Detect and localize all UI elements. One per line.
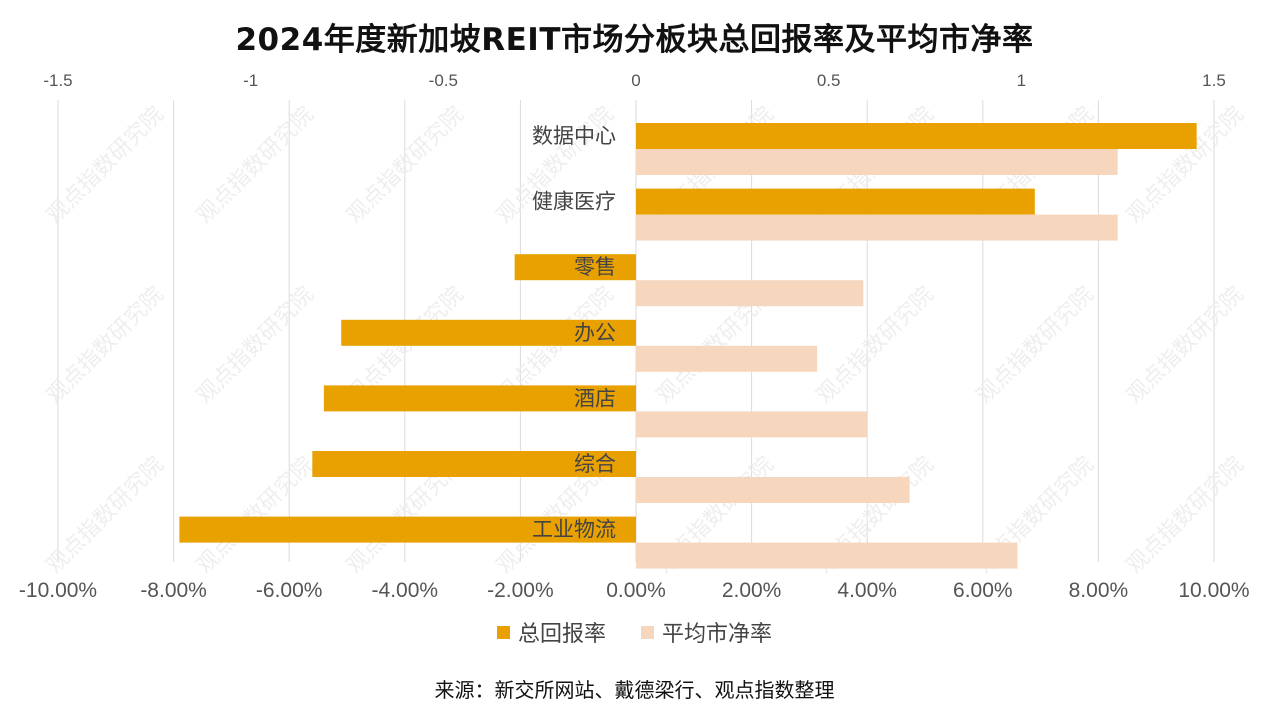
- legend-label-total-return: 总回报率: [517, 622, 606, 647]
- bottom-axis-tick-label: 4.00%: [837, 579, 897, 602]
- top-axis-tick-label: -1: [243, 71, 258, 90]
- bottom-axis-tick-label: -2.00%: [487, 579, 554, 602]
- watermark-text: 观点指数研究院: [1122, 102, 1249, 229]
- legend-label-pb-ratio: 平均市净率: [662, 622, 773, 647]
- bottom-axis-tick-label: -4.00%: [372, 579, 439, 602]
- bar-total-return: [341, 319, 636, 346]
- watermark-text: 观点指数研究院: [42, 282, 169, 409]
- top-axis-tick-label: -0.5: [429, 71, 458, 90]
- bar-pb-ratio: [636, 411, 868, 438]
- legend-swatch-pb-ratio: [641, 625, 654, 639]
- watermark-text: 观点指数研究院: [192, 282, 319, 409]
- bar-pb-ratio: [636, 542, 1018, 569]
- bar-total-return: [636, 188, 1035, 215]
- category-label: 数据中心: [532, 124, 616, 148]
- bar-total-return: [179, 516, 636, 543]
- top-axis-tick-label: 1: [1017, 71, 1026, 90]
- bar-pb-ratio: [636, 214, 1118, 241]
- watermark-text: 观点指数研究院: [192, 452, 319, 579]
- bars: [179, 123, 1197, 569]
- bottom-axis-tick-label: 8.00%: [1069, 579, 1129, 602]
- category-label: 办公: [574, 321, 616, 345]
- source-note: 来源：新交所网站、戴德梁行、观点指数整理: [434, 678, 835, 702]
- bar-total-return: [514, 254, 636, 281]
- legend: 总回报率 平均市净率: [0, 616, 1269, 648]
- bottom-axis-tick-label: -10.00%: [19, 579, 97, 602]
- watermark-text: 观点指数研究院: [42, 452, 169, 579]
- top-axis-tick-label: 0: [631, 71, 640, 90]
- legend-item-pb-ratio[interactable]: 平均市净率: [641, 616, 772, 648]
- legend-swatch-total-return: [496, 625, 510, 639]
- bottom-axis-tick-label: -6.00%: [256, 579, 323, 602]
- top-axis-tick-label: -1.5: [43, 71, 72, 90]
- top-axis-tick-label: 1.5: [1202, 71, 1226, 90]
- chart-title: 2024年度新加坡REIT市场分板块总回报率及平均市净率: [235, 22, 1034, 58]
- watermark-text: 观点指数研究院: [972, 282, 1099, 409]
- bar-pb-ratio: [636, 280, 864, 307]
- bar-pb-ratio: [636, 477, 910, 503]
- bar-total-return: [312, 451, 636, 477]
- top-axis-tick-label: 0.5: [817, 71, 841, 90]
- watermark-text: 观点指数研究院: [192, 102, 319, 229]
- bar-pb-ratio: [636, 345, 818, 372]
- bar-pb-ratio: [636, 149, 1118, 175]
- watermark-text: 观点指数研究院: [342, 102, 469, 229]
- bottom-axis-tick-label: 10.00%: [1178, 579, 1249, 602]
- category-label: 工业物流: [532, 518, 616, 542]
- watermark-text: 观点指数研究院: [1122, 282, 1249, 409]
- category-label: 酒店: [574, 386, 616, 410]
- category-label: 健康医疗: [532, 190, 616, 214]
- bar-total-return: [323, 385, 636, 412]
- bottom-axis-tick-label: 2.00%: [722, 579, 782, 602]
- bar-total-return: [636, 123, 1197, 149]
- grid-lines: [57, 100, 1215, 562]
- top-axis-ticks: -1.5 -1 -0.5 0 0.5 1 1.5: [43, 71, 1225, 90]
- bottom-axis-tick-label: 6.00%: [953, 579, 1013, 602]
- category-label: 零售: [574, 255, 616, 279]
- bottom-axis-tick-label: 0.00%: [606, 579, 666, 602]
- legend-item-total-return[interactable]: 总回报率: [496, 616, 606, 648]
- watermark-text: 观点指数研究院: [42, 102, 169, 229]
- bottom-axis-tick-label: -8.00%: [140, 579, 207, 602]
- bottom-axis-ticks: -10.00% -8.00% -6.00% -4.00% -2.00% 0.00% 2.00…: [19, 579, 1250, 602]
- category-label: 综合: [574, 452, 616, 476]
- watermark-text: 观点指数研究院: [1122, 452, 1249, 579]
